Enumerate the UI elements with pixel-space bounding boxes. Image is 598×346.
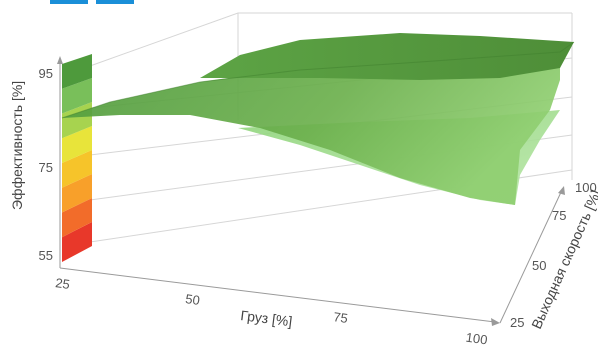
x-axis-title: Груз [%] bbox=[240, 307, 294, 329]
color-scale-band bbox=[62, 126, 92, 163]
color-scale-band bbox=[62, 198, 92, 238]
top-accent bbox=[50, 0, 170, 6]
color-scale-band bbox=[62, 222, 92, 262]
color-scale-band bbox=[62, 78, 92, 114]
surface-top bbox=[200, 33, 574, 80]
efficiency-color-scale bbox=[62, 54, 92, 262]
z-axis-title: Эффективность [%] bbox=[9, 81, 25, 210]
x-tick-label: 25 bbox=[54, 275, 70, 292]
z-tick-label: 95 bbox=[39, 66, 53, 81]
y-tick-label: 100 bbox=[575, 180, 597, 195]
surface-ridge bbox=[61, 41, 575, 119]
y-tick-label: 75 bbox=[552, 208, 566, 223]
x-tick-label: 100 bbox=[465, 330, 489, 346]
color-scale-band bbox=[62, 174, 92, 213]
efficiency-surface bbox=[61, 33, 575, 205]
color-scale-band bbox=[62, 150, 92, 188]
y-axis-ticks: 25 50 75 100 bbox=[510, 180, 597, 330]
y-tick-label: 25 bbox=[510, 315, 524, 330]
z-axis-ticks: 95 75 55 bbox=[39, 66, 53, 263]
y-tick-label: 50 bbox=[532, 258, 546, 273]
z-tick-label: 75 bbox=[39, 160, 53, 175]
x-axis-ticks: 25 50 75 100 bbox=[54, 275, 488, 346]
axes bbox=[57, 56, 565, 326]
x-tick-label: 75 bbox=[332, 309, 348, 326]
color-scale-band bbox=[62, 54, 92, 89]
z-tick-label: 55 bbox=[39, 248, 53, 263]
x-tick-label: 50 bbox=[184, 291, 200, 308]
surface-front bbox=[62, 48, 560, 205]
